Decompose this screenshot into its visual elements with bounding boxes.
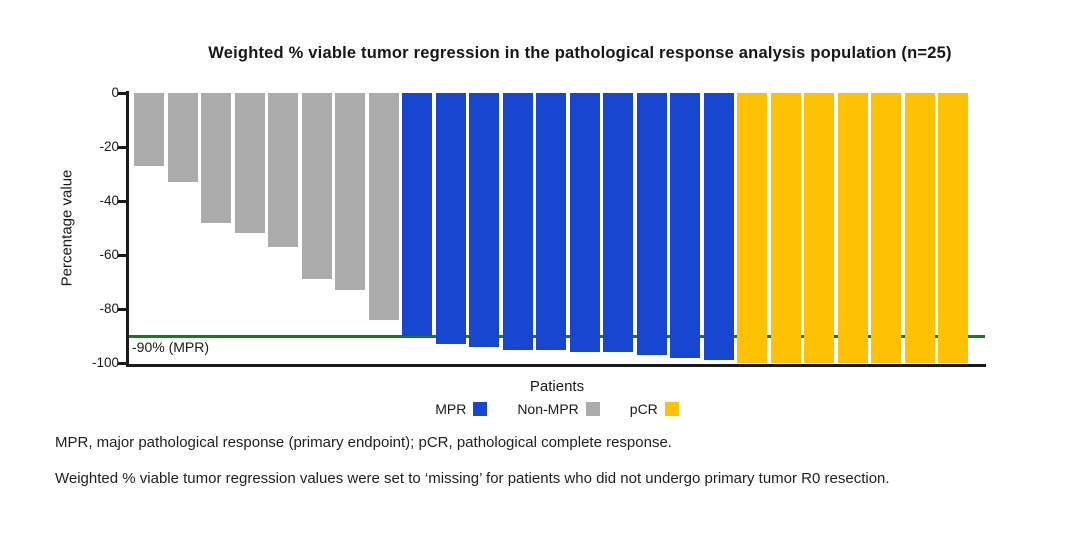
bar-mpr: [636, 93, 667, 355]
bar-pcr: [804, 93, 834, 363]
bar-mpr: [435, 93, 466, 345]
y-tick-label: -60: [99, 247, 119, 262]
bar-pcr: [737, 93, 767, 363]
y-tick-label: -100: [91, 355, 119, 370]
bar-non-mpr: [201, 93, 231, 223]
legend-item-non-mpr: Non-MPR: [517, 401, 600, 417]
y-axis-title: Percentage value: [58, 169, 76, 287]
bar-pcr: [904, 93, 935, 363]
plot-area: Percentage value 0 -20 -40 -60 -80 -100 -90% (…: [59, 85, 986, 370]
y-tick-label: -80: [99, 301, 119, 316]
legend-label: Non-MPR: [517, 401, 579, 417]
bar-non-mpr: [335, 93, 365, 291]
bar-mpr: [469, 93, 499, 347]
bar-non-mpr: [268, 93, 298, 247]
bar-mpr: [402, 93, 432, 336]
y-tick-mark: [118, 199, 126, 203]
bar-mpr: [670, 93, 700, 358]
y-axis-line: [126, 91, 129, 366]
legend-label: MPR: [435, 401, 467, 417]
bar-pcr: [938, 93, 968, 363]
bar-non-mpr: [234, 93, 265, 234]
y-tick-mark: [118, 145, 126, 149]
bar-non-mpr: [167, 93, 198, 183]
footnote-missing-values: Weighted % viable tumor regression value…: [55, 470, 890, 487]
bar-mpr: [536, 93, 566, 350]
bar-mpr: [569, 93, 600, 353]
legend-swatch: [664, 402, 679, 416]
legend-swatch: [585, 402, 600, 416]
y-tick-label: -20: [99, 139, 119, 154]
bar-pcr: [770, 93, 801, 363]
footnote-abbreviations: MPR, major pathological response (primar…: [55, 434, 672, 451]
x-axis-line: [126, 364, 986, 367]
y-tick-mark: [118, 91, 126, 95]
y-tick-mark: [118, 361, 126, 365]
y-tick-label: -40: [99, 193, 119, 208]
bar-pcr: [837, 93, 868, 363]
bar-mpr: [502, 93, 533, 350]
y-tick-mark: [118, 307, 126, 311]
legend-item-mpr: MPR: [435, 401, 488, 417]
bar-mpr: [603, 93, 633, 353]
legend-item-pcr: pCR: [630, 401, 679, 417]
x-axis-title: Patients: [529, 378, 585, 395]
chart-legend: MPR Non-MPR pCR: [129, 401, 985, 417]
chart-title: Weighted % viable tumor regression in th…: [208, 44, 952, 62]
legend-label: pCR: [629, 401, 658, 417]
y-tick-label: 0: [111, 85, 119, 100]
bar-pcr: [871, 93, 901, 363]
bar-non-mpr: [368, 93, 399, 320]
legend-swatch: [473, 402, 488, 416]
y-tick-mark: [118, 253, 126, 257]
mpr-threshold-label: -90% (MPR): [132, 339, 210, 355]
bar-mpr: [703, 93, 734, 361]
bar-non-mpr: [134, 93, 164, 166]
bar-non-mpr: [301, 93, 332, 280]
